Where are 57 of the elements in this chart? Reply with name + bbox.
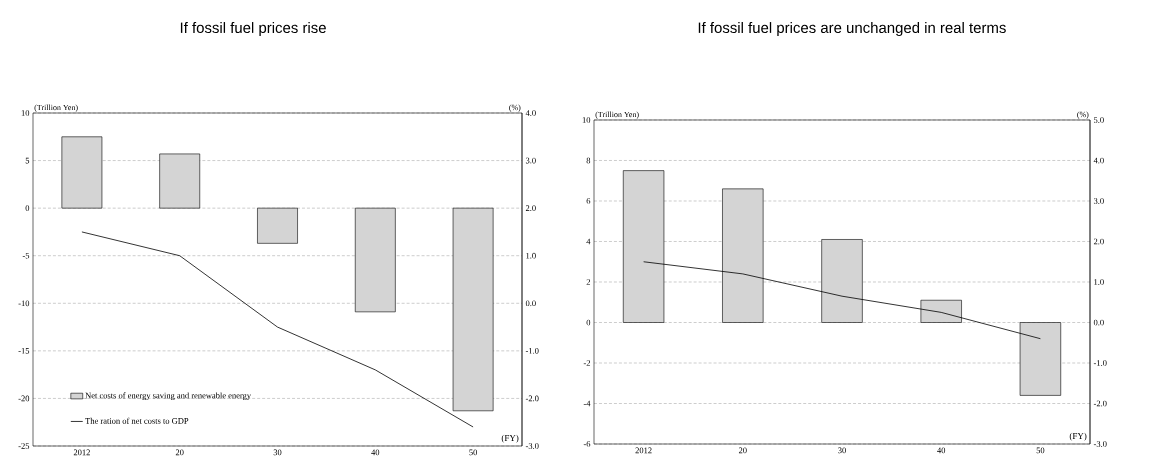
- chart-title: If fossil fuel prices rise: [180, 22, 326, 36]
- y2-tick-label: 2.0: [525, 205, 536, 212]
- y-tick-label: -2: [583, 360, 591, 366]
- y-tick-label: 4: [586, 238, 591, 245]
- x-tick-label: 40: [371, 449, 380, 456]
- y-tick-label: -4: [583, 400, 591, 407]
- x-tick-label: 20: [175, 449, 184, 456]
- x-axis-title: (FY): [1069, 432, 1087, 441]
- x-tick-label: 20: [738, 447, 747, 454]
- bar: [257, 207, 298, 244]
- y-tick-label: 10: [21, 110, 30, 116]
- y2-tick-label: 5.0: [1094, 117, 1104, 123]
- y2-tick-label: 1.0: [526, 252, 536, 259]
- y-tick-label: 5: [25, 157, 30, 164]
- y2-tick-label: -1.0: [525, 347, 539, 354]
- y2-tick-label: 0.0: [525, 300, 536, 307]
- y-tick-label: 10: [582, 117, 591, 123]
- y2-tick-label: -3.0: [525, 443, 539, 449]
- x-tick-label: 30: [273, 449, 282, 456]
- chart-title: If fossil fuel prices are unchanged in real terms: [698, 22, 1006, 36]
- bar: [452, 207, 494, 412]
- bar: [920, 299, 962, 323]
- y-tick-label: -20: [18, 395, 30, 402]
- legend-label: The ration of net costs to GDP: [85, 417, 189, 424]
- y2-tick-label: 4.0: [525, 110, 536, 116]
- y2-tick-label: 2.0: [1093, 238, 1104, 245]
- x-tick-label: 2012: [635, 447, 652, 454]
- y2-tick-label: -2.0: [525, 395, 539, 402]
- x-axis-title: (FY): [501, 434, 519, 443]
- line-series: [81, 231, 474, 428]
- y-tick-label: 0: [586, 319, 591, 326]
- y2-tick-label: 1.0: [1094, 279, 1104, 285]
- y2-tick-label: -2.0: [1093, 400, 1107, 407]
- y2-tick-label: -1.0: [1093, 360, 1107, 366]
- y-tick-label: 2: [586, 279, 591, 285]
- bar: [159, 153, 201, 209]
- x-tick-label: 30: [838, 447, 846, 454]
- y2-tick-label: 3.0: [1093, 198, 1104, 204]
- y2-tick-label: 3.0: [525, 157, 536, 164]
- y-tick-label: 8: [586, 157, 591, 164]
- x-tick-label: 50: [469, 449, 478, 456]
- y-tick-label: 0: [25, 205, 30, 211]
- y-tick-label: -10: [18, 300, 30, 307]
- x-tick-label: 50: [1036, 447, 1045, 454]
- bar: [354, 207, 396, 313]
- legend-label: Net costs of energy saving and renewable energy: [85, 392, 252, 401]
- y-tick-label: -15: [18, 348, 30, 354]
- y-tick-label: -5: [22, 252, 30, 259]
- x-tick-label: 40: [937, 447, 946, 454]
- y2-tick-label: 4.0: [1093, 157, 1104, 164]
- x-tick-label: 2012: [73, 449, 90, 456]
- y2-tick-label: -3.0: [1093, 441, 1107, 447]
- bar: [61, 136, 103, 209]
- y-tick-label: -25: [18, 443, 30, 449]
- y-tick-label: 6: [586, 198, 591, 204]
- y2-tick-label: 0.0: [1093, 319, 1104, 326]
- y-tick-label: -6: [583, 441, 591, 447]
